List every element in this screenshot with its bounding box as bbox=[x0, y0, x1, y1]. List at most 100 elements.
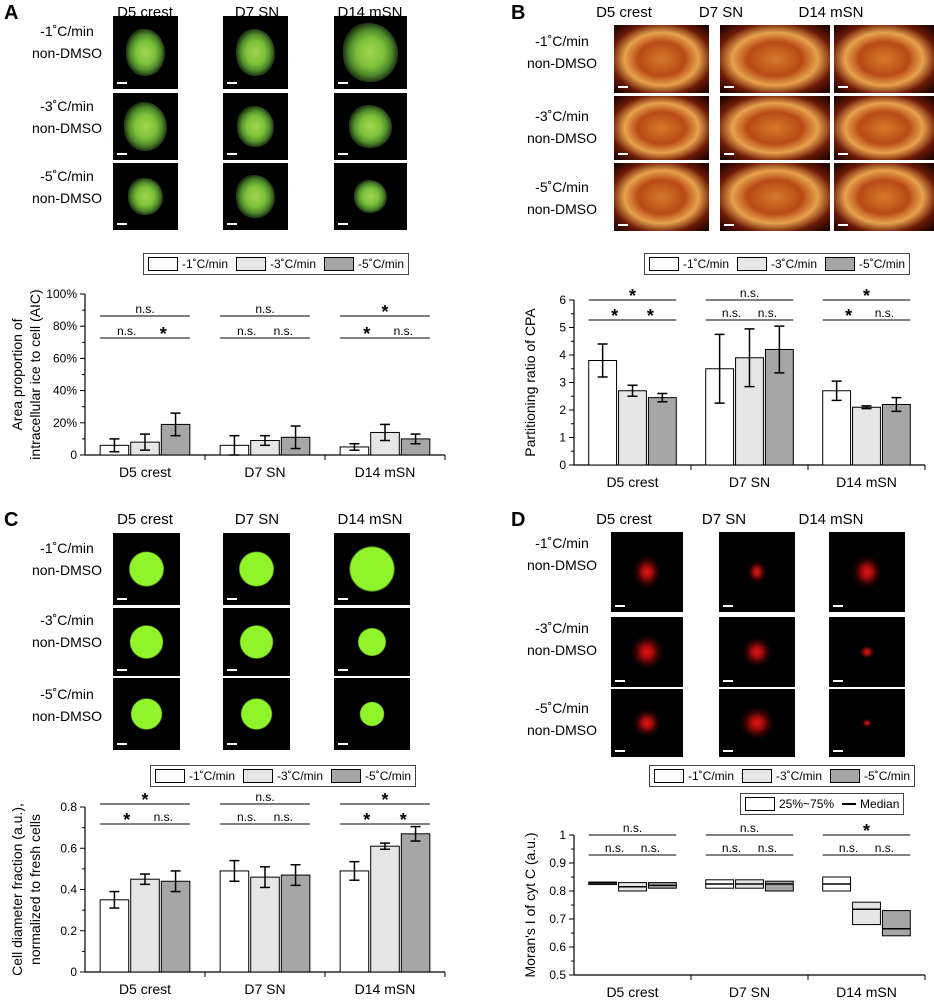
cell-blob bbox=[123, 617, 170, 667]
legend-label: -1˚C/min bbox=[688, 769, 735, 783]
panel-label-a: A bbox=[4, 2, 19, 24]
scale-bar bbox=[838, 153, 848, 155]
bar bbox=[339, 870, 370, 973]
chart-b: 0 1 2 3 4 5 6 Partitioning ratio of CPA D5 crest… bbox=[522, 286, 926, 490]
column-header: D7 SN bbox=[234, 511, 280, 528]
cell-blob bbox=[834, 96, 934, 160]
legend-swatch bbox=[649, 257, 679, 271]
scale-bar bbox=[838, 86, 848, 88]
column-header: D14 mSN bbox=[798, 4, 864, 21]
legend-item: 25%~75% bbox=[745, 797, 834, 811]
row-label-line: non-DMSO bbox=[31, 562, 103, 578]
chart-a: 0 20% 40% 60% 80% 100% Area proportion of intra… bbox=[9, 287, 446, 480]
scale-bar bbox=[723, 680, 733, 682]
legend-item: -1˚C/min bbox=[148, 257, 228, 271]
row-label: -5˚C/min non-DMSO bbox=[22, 683, 112, 727]
box bbox=[881, 910, 911, 937]
legend-item: -5˚C/min bbox=[324, 257, 404, 271]
significance-label: n.s. bbox=[722, 841, 741, 855]
cell-blob bbox=[858, 643, 876, 661]
legend-swatch bbox=[331, 769, 362, 783]
cell-blob bbox=[126, 29, 165, 76]
column-header: D7 SN bbox=[698, 4, 744, 21]
x-tick-label: D14 mSN bbox=[836, 984, 897, 1000]
scale-bar bbox=[833, 750, 843, 752]
legend-label: -3˚C/min bbox=[277, 769, 324, 783]
bar bbox=[400, 833, 431, 973]
row-label-line: non-DMSO bbox=[526, 722, 598, 738]
bar bbox=[852, 406, 881, 466]
micrograph-tile bbox=[614, 25, 709, 93]
significance-label: n.s. bbox=[255, 790, 274, 804]
legend-label: -5˚C/min bbox=[358, 257, 405, 271]
cell-blob bbox=[352, 622, 392, 662]
row-label-line: -5˚C/min bbox=[40, 168, 94, 184]
legend-swatch bbox=[825, 257, 856, 271]
micrograph-tile bbox=[334, 163, 407, 230]
row-label-line: -1˚C/min bbox=[40, 23, 94, 39]
legend-swatch bbox=[654, 769, 684, 783]
scale-bar bbox=[227, 153, 237, 155]
bar bbox=[130, 878, 160, 973]
row-label-line: non-DMSO bbox=[526, 642, 598, 658]
row-label-line: -1˚C/min bbox=[535, 33, 589, 49]
micrograph-tile bbox=[223, 678, 290, 750]
y-axis-label: intracellular ice to cell (AIC) bbox=[27, 289, 43, 459]
significance-label: * bbox=[363, 324, 370, 344]
significance-label: * bbox=[400, 810, 407, 830]
y-tick-label: 0 bbox=[559, 458, 566, 472]
scale-bar bbox=[338, 153, 348, 155]
x-tick-label: D14 mSN bbox=[355, 981, 416, 997]
scale-bar bbox=[615, 750, 625, 752]
row-label-line: non-DMSO bbox=[31, 634, 103, 650]
legend-d-box: 25%~75% Median bbox=[740, 793, 905, 815]
scale-bar bbox=[338, 669, 348, 671]
y-tick-label: 60% bbox=[53, 351, 77, 365]
micrograph-tile bbox=[834, 25, 934, 93]
row-label: -3˚C/min non-DMSO bbox=[22, 95, 112, 139]
column-header: D5 crest bbox=[117, 511, 173, 528]
row-label-line: non-DMSO bbox=[526, 55, 598, 71]
y-tick-label: 20% bbox=[53, 416, 77, 430]
legend-a: -1˚C/min -3˚C/min -5˚C/min bbox=[143, 253, 410, 275]
column-header: D7 SN bbox=[701, 511, 747, 528]
significance-label: * bbox=[611, 306, 618, 326]
legend-item: -1˚C/min bbox=[649, 257, 729, 271]
legend-label: -5˚C/min bbox=[365, 769, 412, 783]
micrograph-tile bbox=[829, 617, 905, 687]
micrograph-tile bbox=[113, 533, 180, 605]
scale-bar bbox=[618, 153, 628, 155]
y-axis-label: normalized to fresh cells bbox=[27, 814, 43, 965]
row-label: -3˚C/min non-DMSO bbox=[22, 609, 112, 653]
scale-bar bbox=[227, 598, 237, 600]
significance-label: n.s. bbox=[758, 841, 777, 855]
legend-label: 25%~75% bbox=[779, 797, 835, 811]
significance-label: * bbox=[863, 821, 870, 841]
legend-label: -5˚C/min bbox=[859, 257, 906, 271]
image-grid-b: D5 crest D7 SN D14 mSN -1˚C/min non-DMSO -3˚C… bbox=[507, 0, 934, 240]
micrograph-tile bbox=[334, 533, 410, 605]
row-label-line: non-DMSO bbox=[31, 120, 103, 136]
micrograph-tile bbox=[334, 678, 410, 750]
micrograph-tile bbox=[829, 689, 905, 757]
significance-label: n.s. bbox=[623, 821, 642, 835]
micrograph-tile bbox=[113, 163, 178, 230]
significance-label: n.s. bbox=[237, 324, 256, 338]
significance-label: n.s. bbox=[641, 841, 660, 855]
micrograph-tile bbox=[223, 16, 288, 89]
micrograph-tile bbox=[834, 163, 934, 231]
significance-label: * bbox=[647, 306, 654, 326]
y-tick-label: 3 bbox=[559, 376, 566, 390]
image-grid-d: D5 crest D7 SN D14 mSN -1˚C/min non-DMSO -3˚C… bbox=[507, 507, 934, 757]
y-tick-label: 6 bbox=[559, 293, 566, 307]
significance-label: n.s. bbox=[740, 286, 759, 300]
row-label-line: -3˚C/min bbox=[40, 612, 94, 628]
bar bbox=[160, 880, 191, 973]
legend-item: -1˚C/min bbox=[654, 769, 734, 783]
row-label-line: non-DMSO bbox=[31, 190, 103, 206]
row-label-line: non-DMSO bbox=[31, 708, 103, 724]
row-label-line: -3˚C/min bbox=[535, 620, 589, 636]
significance-label: n.s. bbox=[237, 810, 256, 824]
significance-label: n.s. bbox=[274, 324, 293, 338]
scale-bar bbox=[838, 224, 848, 226]
